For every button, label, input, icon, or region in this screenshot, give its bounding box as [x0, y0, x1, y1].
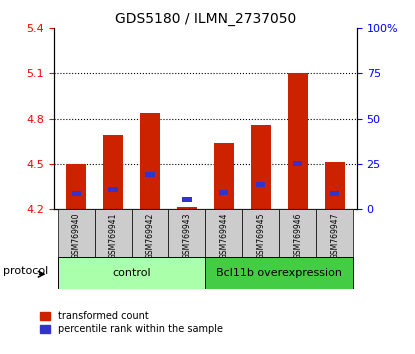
FancyBboxPatch shape [205, 257, 353, 289]
Bar [108, 187, 117, 192]
Text: protocol: protocol [3, 266, 48, 276]
Bar [256, 182, 266, 187]
Bar [219, 190, 229, 195]
Bar [251, 125, 271, 209]
Bar [103, 135, 123, 209]
FancyBboxPatch shape [58, 257, 205, 289]
FancyBboxPatch shape [95, 209, 132, 257]
Text: Bcl11b overexpression: Bcl11b overexpression [216, 268, 342, 278]
FancyBboxPatch shape [168, 209, 205, 257]
Bar [325, 162, 345, 209]
Title: GDS5180 / ILMN_2737050: GDS5180 / ILMN_2737050 [115, 12, 296, 26]
FancyBboxPatch shape [316, 209, 353, 257]
Text: GSM769945: GSM769945 [256, 213, 265, 259]
Bar [288, 74, 308, 209]
Text: GSM769947: GSM769947 [330, 213, 339, 259]
FancyBboxPatch shape [132, 209, 168, 257]
FancyBboxPatch shape [242, 209, 279, 257]
FancyBboxPatch shape [279, 209, 316, 257]
Text: GSM769946: GSM769946 [293, 213, 302, 259]
Text: control: control [112, 268, 151, 278]
Bar [330, 191, 339, 196]
Bar [71, 191, 81, 196]
Text: GSM769942: GSM769942 [146, 213, 154, 259]
Legend: transformed count, percentile rank within the sample: transformed count, percentile rank withi… [38, 309, 225, 336]
Bar [293, 161, 303, 166]
Bar [145, 172, 154, 177]
Text: GSM769940: GSM769940 [72, 213, 81, 259]
FancyBboxPatch shape [205, 209, 242, 257]
Text: GSM769941: GSM769941 [109, 213, 117, 259]
Text: GSM769943: GSM769943 [183, 213, 191, 259]
Bar [177, 207, 197, 209]
Text: GSM769944: GSM769944 [220, 213, 228, 259]
Bar [214, 143, 234, 209]
Bar [182, 197, 192, 202]
Bar [66, 164, 86, 209]
FancyBboxPatch shape [58, 209, 95, 257]
Bar [140, 113, 160, 209]
